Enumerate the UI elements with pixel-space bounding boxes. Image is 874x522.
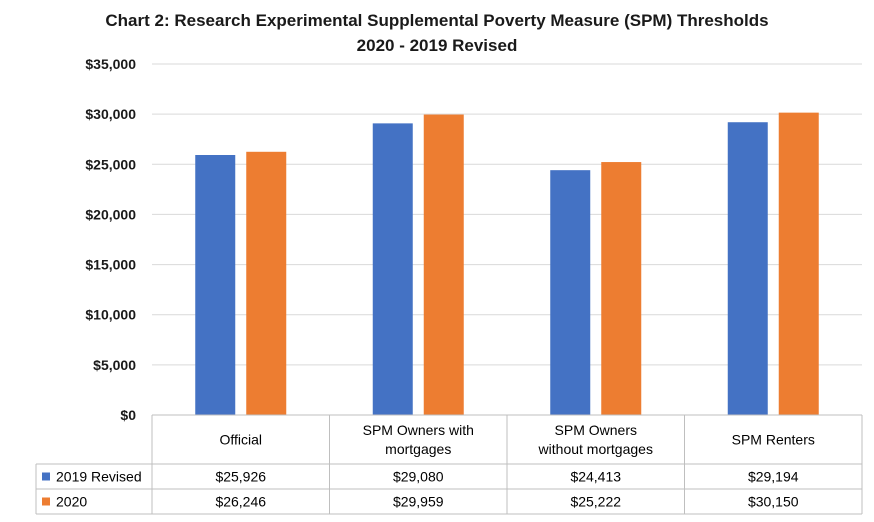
legend-label: 2020	[56, 494, 87, 510]
data-label: $29,194	[748, 469, 799, 485]
y-tick-label: $0	[120, 407, 136, 423]
bar-2020	[423, 114, 464, 416]
category-label: SPM Owners with	[363, 422, 474, 438]
data-table: Official SPM Owners with mortgages SPM Owne…	[35, 414, 863, 515]
bar-2020	[601, 162, 642, 415]
bar-2019-revised	[372, 123, 413, 415]
data-label: $25,926	[215, 469, 266, 485]
legend-key	[42, 497, 50, 506]
data-label: $29,080	[393, 469, 444, 485]
y-tick-label: $25,000	[85, 156, 136, 172]
y-tick-label: $35,000	[85, 56, 136, 72]
category-label: without mortgages	[538, 441, 653, 457]
chart-title: Chart 2: Research Experimental Supplemen…	[105, 11, 769, 30]
legend-key	[42, 472, 50, 481]
category-label: Official	[219, 432, 262, 448]
y-tick-label: $30,000	[85, 106, 136, 122]
category-label: SPM Owners	[555, 422, 637, 438]
bar-2019-revised	[195, 154, 236, 415]
data-label: $25,222	[570, 494, 621, 510]
y-tick-label: $5,000	[93, 357, 136, 373]
y-tick-label: $15,000	[85, 257, 136, 273]
chart-subtitle: 2020 - 2019 Revised	[356, 36, 518, 55]
data-label: $29,959	[393, 494, 444, 510]
y-tick-label: $20,000	[85, 206, 136, 222]
legend-label: 2019 Revised	[56, 469, 142, 485]
category-label: mortgages	[385, 441, 451, 457]
y-axis: $0 $5,000 $10,000 $15,000 $20,000 $25,000 $30,…	[85, 56, 136, 423]
data-label: $26,246	[215, 494, 266, 510]
chart-title-block: Chart 2: Research Experimental Supplemen…	[0, 8, 874, 58]
bars	[195, 112, 819, 416]
bar-2019-revised	[550, 170, 591, 415]
bar-2020	[246, 151, 287, 416]
bar-2020	[778, 112, 819, 415]
y-tick-label: $10,000	[85, 307, 136, 323]
bar-2019-revised	[727, 122, 768, 415]
data-label: $30,150	[748, 494, 799, 510]
category-label: SPM Renters	[732, 432, 815, 448]
data-label: $24,413	[570, 469, 621, 485]
